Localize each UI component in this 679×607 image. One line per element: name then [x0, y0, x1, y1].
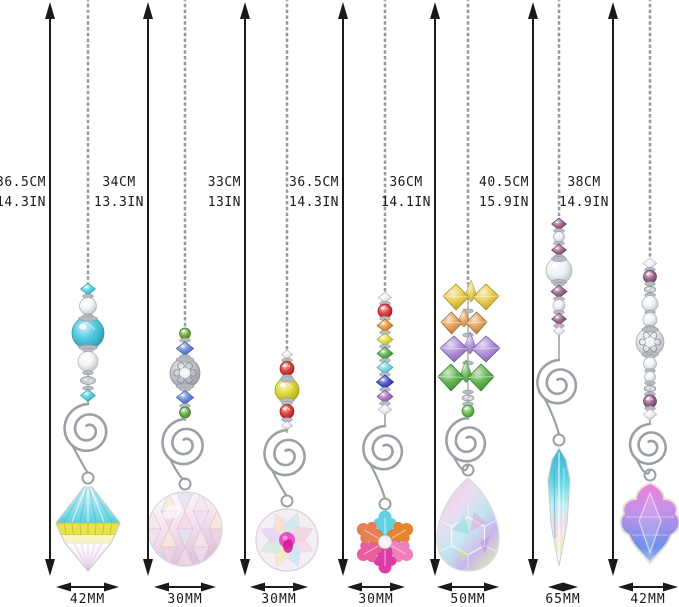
- spiral-hook: [263, 428, 306, 508]
- bead-stack: [437, 279, 501, 420]
- pendant: [147, 0, 223, 567]
- spiral-hook: [445, 416, 487, 477]
- length-arrow: [608, 2, 618, 576]
- crystal-teardrop: [436, 477, 500, 572]
- spiral-hook: [628, 422, 668, 482]
- crystal-baroque-leaf: [619, 481, 679, 565]
- spiral-hook: [63, 402, 108, 485]
- width-arrow: [250, 582, 308, 592]
- pendant: [619, 0, 679, 565]
- width-arrow: [347, 582, 405, 592]
- length-arrow: [528, 2, 538, 576]
- bead-stack: [71, 282, 105, 405]
- spiral-hook: [362, 424, 404, 511]
- width-arrow: [618, 582, 678, 592]
- length-arrow: [143, 2, 153, 576]
- bead-stack: [545, 217, 573, 339]
- bead-stack: [274, 349, 300, 433]
- crystal-snowflake: [356, 510, 414, 574]
- length-arrow: [45, 2, 55, 576]
- crystal-icicle: [547, 446, 571, 567]
- pendant: [255, 0, 319, 572]
- crystal-flower-disc: [255, 508, 319, 572]
- length-arrow: [430, 2, 440, 576]
- bead-stack: [375, 291, 395, 418]
- spiral-hook: [161, 417, 204, 491]
- width-arrow: [56, 582, 119, 592]
- bead-stack: [635, 257, 665, 423]
- bead-stack: [169, 327, 201, 421]
- width-arrow: [154, 582, 216, 592]
- length-arrow: [338, 2, 348, 576]
- crystal-diamond-cone: [55, 486, 121, 572]
- width-arrow: [548, 582, 578, 592]
- length-arrow: [240, 2, 250, 576]
- pendant: [55, 0, 121, 572]
- pendant: [436, 0, 501, 572]
- spiral-hook: [536, 358, 578, 447]
- crystal-faceted-ball: [147, 491, 223, 567]
- pendant: [536, 0, 578, 567]
- pendant: [356, 0, 414, 574]
- width-arrow: [437, 582, 499, 592]
